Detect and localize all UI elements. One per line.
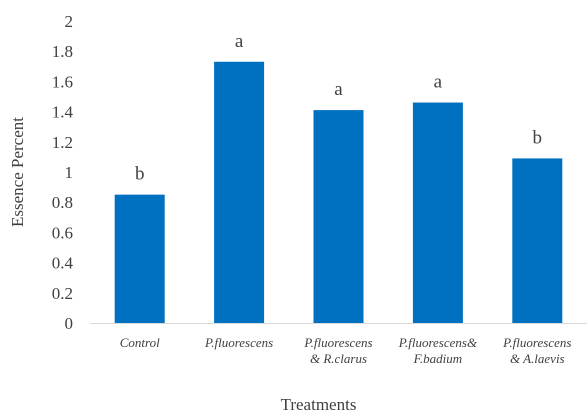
bar-data-label: a <box>334 79 343 100</box>
x-category-label: P.fluorescens <box>204 335 273 350</box>
y-tick-label: 0 <box>65 314 74 333</box>
y-tick-label: 0.6 <box>52 223 73 242</box>
y-tick-label: 2 <box>65 12 74 31</box>
y-tick-label: 0.4 <box>52 254 74 273</box>
data-labels: b a a a b <box>135 31 542 185</box>
y-tick-label: 1.8 <box>52 42 73 61</box>
bar-data-label: b <box>135 164 145 185</box>
x-category-label: P.fluorescens& F.badium <box>398 335 478 366</box>
x-category-label: P.fluorescens & R.clarus <box>303 335 372 366</box>
y-axis-ticks: 0 0.2 0.4 0.6 0.8 1 1.2 1.4 1.6 1.8 2 <box>52 12 74 333</box>
y-axis-title: Essence Percent <box>8 117 27 227</box>
x-axis-title: Treatments <box>281 395 357 414</box>
x-category-label: Control <box>120 335 160 350</box>
x-category-label: P.fluorescens & A.laevis <box>502 335 571 366</box>
y-tick-label: 1.2 <box>52 133 73 152</box>
bar-data-label: a <box>434 72 443 93</box>
y-tick-label: 1 <box>65 163 74 182</box>
y-tick-label: 0.8 <box>52 193 73 212</box>
bar <box>512 158 563 323</box>
bar <box>313 110 364 323</box>
y-tick-label: 1.6 <box>52 72 73 91</box>
x-axis-category-labels: Control P.fluorescens P.fluorescens & R.cla… <box>120 335 572 366</box>
y-tick-label: 0.2 <box>52 284 73 303</box>
bars <box>114 61 563 324</box>
bar-data-label: a <box>235 31 244 52</box>
bar <box>214 61 265 324</box>
y-tick-label: 1.4 <box>52 103 74 122</box>
bar <box>114 194 165 323</box>
bar <box>412 102 463 323</box>
bar-data-label: b <box>533 127 543 148</box>
